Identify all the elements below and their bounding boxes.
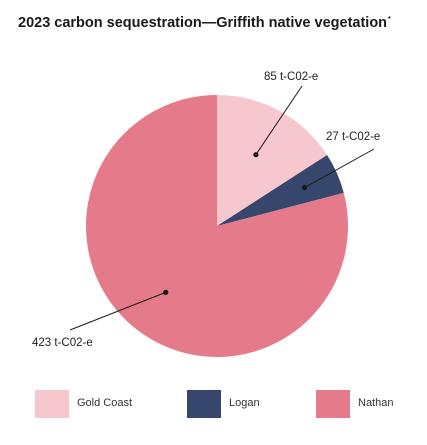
leader-line-logan: [304, 148, 375, 188]
leader-line-gold-coast: [255, 85, 303, 155]
data-label-nathan: 423 t-C02-e: [32, 337, 93, 349]
legend-label-gold-coast: Gold Coast: [77, 397, 133, 409]
leader-dot-gold-coast: [253, 152, 259, 158]
legend-swatch-logan: [187, 390, 221, 418]
pie-slice-gold-coast: [217, 95, 328, 226]
legend-label-logan: Logan: [229, 397, 260, 409]
legend: Gold Coast Logan Nathan: [0, 388, 427, 420]
data-label-logan: 27 t-C02-e: [326, 131, 380, 143]
pie-slice-logan: [217, 155, 344, 226]
legend-label-nathan: Nathan: [358, 397, 394, 409]
pie-slices: [86, 95, 349, 357]
chart-title-text: 2023 carbon sequestration—Griffith nativ…: [18, 15, 388, 31]
leader-line-nathan: [69, 291, 166, 331]
legend-swatch-gold-coast: [35, 390, 69, 418]
data-labels: 85 t-C02-e 27 t-C02-e 423 t-C02-e: [32, 71, 380, 349]
leader-dot-nathan: [163, 289, 169, 295]
pie-slice-nathan: [86, 95, 349, 357]
chart-title: 2023 carbon sequestration—Griffith nativ…: [18, 15, 391, 31]
leader-dot-logan: [301, 184, 308, 191]
legend-swatch-nathan: [316, 390, 350, 418]
data-label-gold-coast: 85 t-C02-e: [264, 71, 318, 83]
title-footnote-mark: *: [388, 16, 391, 24]
pie-chart: 85 t-C02-e 27 t-C02-e 423 t-C02-e: [32, 71, 380, 357]
leader-lines: [69, 85, 375, 331]
